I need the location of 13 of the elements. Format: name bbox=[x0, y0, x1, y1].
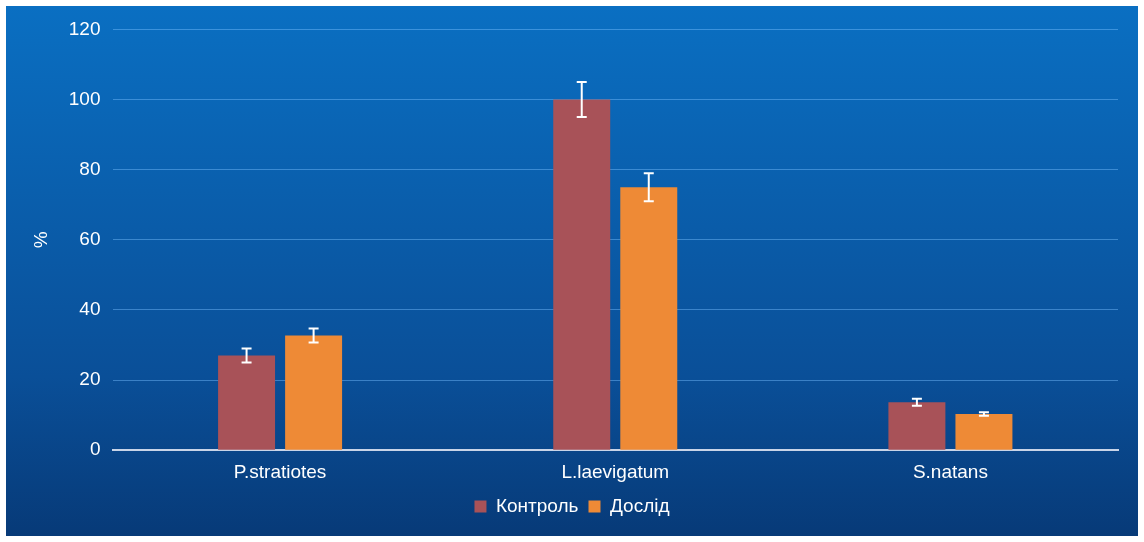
y-tick-label: 80 bbox=[79, 157, 101, 179]
y-tick-label: 0 bbox=[89, 438, 101, 460]
y-tick-label: 120 bbox=[68, 17, 101, 39]
y-tick-label: 40 bbox=[79, 298, 101, 320]
legend-label: Контроль bbox=[495, 494, 579, 516]
y-tick-label: 60 bbox=[79, 228, 101, 250]
y-tick-label: 20 bbox=[79, 368, 101, 390]
x-tick-label: L.laevigatum bbox=[561, 460, 670, 482]
y-axis-title: % bbox=[29, 231, 51, 249]
x-tick-label: S.natans bbox=[912, 460, 988, 482]
x-tick-label: P.stratiotes bbox=[233, 460, 327, 482]
legend-label: Дослід bbox=[609, 494, 670, 516]
y-tick-label: 100 bbox=[68, 87, 101, 109]
